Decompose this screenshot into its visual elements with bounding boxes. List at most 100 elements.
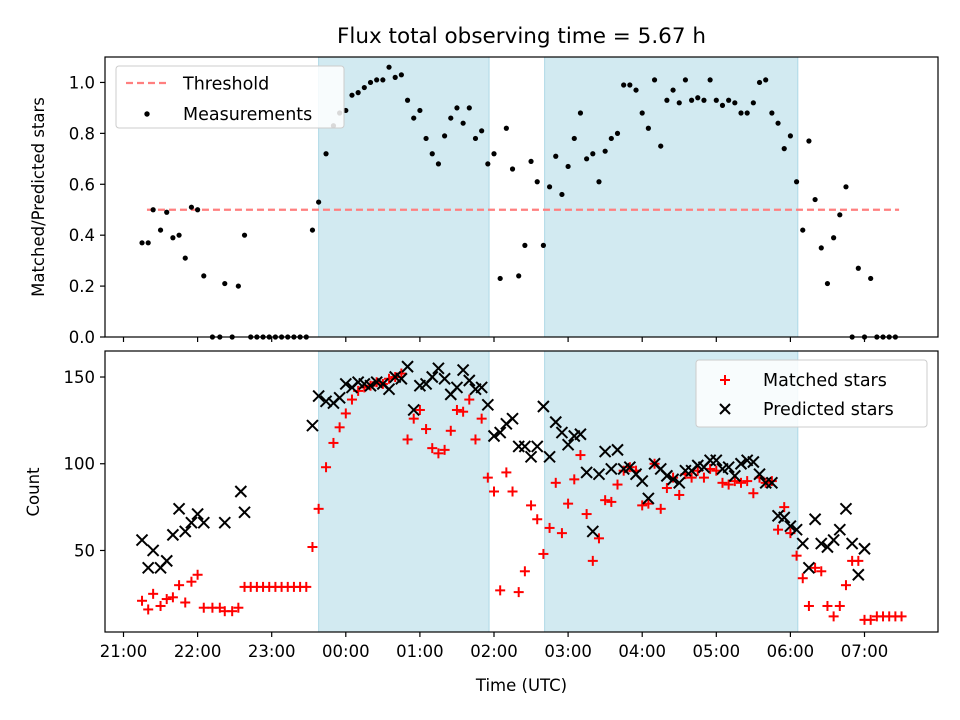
measurements-points (139, 64, 898, 340)
matched-star-point (834, 600, 845, 611)
measurement-point (170, 235, 176, 241)
measurement-point (744, 110, 750, 116)
measurement-point (868, 275, 874, 282)
measurements-legend-label: Measurements (183, 105, 312, 125)
matched-star-point (840, 580, 851, 591)
matched-star-point (717, 477, 728, 488)
predicted-star-point (518, 440, 532, 453)
measurement-point (472, 135, 479, 142)
y-tick-label: 0.2 (69, 277, 95, 296)
measurement-point (386, 64, 392, 70)
matched-star-point (402, 434, 413, 445)
predicted-star-point (753, 467, 766, 481)
matched-star-point (550, 477, 561, 488)
matched-star-point (519, 566, 530, 577)
matched-star-point (464, 394, 475, 405)
measurement-point (398, 72, 404, 78)
measurement-point (417, 107, 423, 114)
matched-star-point (810, 562, 821, 573)
matched-star-point (334, 422, 345, 433)
matched-star-point (797, 573, 808, 584)
predicted-star-point (592, 467, 606, 481)
predicted-star-point (784, 519, 797, 533)
measurement-point (442, 133, 448, 139)
measurement-point (349, 92, 355, 98)
matched-star-point (507, 486, 518, 497)
matched-star-point (581, 509, 592, 520)
bottom-legend-frame (695, 359, 928, 428)
measurement-point (818, 245, 824, 251)
matched-star-point (458, 406, 469, 417)
measurement-point (323, 151, 329, 157)
measurement-point (176, 232, 182, 238)
matched-star-point (853, 555, 864, 566)
shaded-interval-0 (318, 350, 490, 633)
predicted-star-point (796, 537, 809, 550)
measurement-point (540, 242, 547, 248)
measurement-point (750, 100, 756, 106)
bottom-panel: 50 100 150 21:00 22:00 23:00 00:00 01:00 02:00 0… (24, 350, 939, 695)
measurement-point (241, 232, 248, 238)
predicted-star-point (238, 506, 251, 519)
matched-star-point (791, 550, 802, 561)
matched-star-point (301, 581, 312, 592)
matched-star-point (427, 443, 438, 454)
measurement-point (571, 135, 577, 142)
predicted-star-point (146, 544, 160, 557)
matched-star-point (495, 585, 506, 596)
predicted-legend-x-b (719, 403, 731, 415)
measurement-point (497, 275, 503, 282)
matched-star-point (544, 522, 555, 533)
matched-star-point (816, 566, 827, 577)
measurement-point (738, 110, 744, 116)
matched-star-point (612, 479, 623, 490)
matched-star-point (828, 611, 839, 622)
predicted-star-point (660, 469, 674, 483)
predicted-star-point (432, 362, 445, 375)
predicted-star-point (312, 389, 325, 403)
measurement-point (392, 74, 398, 80)
measurement-point (831, 235, 837, 241)
matched-star-point (414, 404, 425, 415)
matched-star-point (174, 580, 185, 591)
top-x-axis-ticks (122, 337, 866, 342)
measurement-point (584, 156, 590, 162)
matched-star-point (346, 394, 357, 405)
measurement-point (621, 82, 627, 88)
predicted-star-point (537, 400, 550, 413)
predicted-star-point (401, 360, 414, 373)
predicted-star-point (160, 554, 173, 568)
measurement-point (651, 77, 658, 83)
matched-star-point (451, 404, 462, 415)
matched-star-point (736, 477, 746, 488)
measurement-point (222, 280, 228, 287)
x-tick-label: 01:00 (396, 642, 444, 661)
predicted-star-point (611, 443, 624, 457)
y-tick-label: 0.0 (69, 328, 95, 347)
predicted-star-point (747, 455, 760, 469)
top-legend: Threshold Measurements (115, 65, 345, 129)
measurement-point (676, 100, 682, 106)
matched-star-point (593, 533, 604, 544)
matched-star-point (328, 437, 339, 448)
predicted-star-point (197, 516, 210, 529)
matched-star-point (439, 444, 450, 455)
predicted-star-point (524, 450, 538, 464)
matched-star-point (198, 602, 209, 613)
predicted-legend-swatch (719, 403, 731, 415)
predicted-star-point (407, 403, 420, 417)
x-tick-label: 22:00 (174, 642, 222, 661)
predicted-star-point (808, 513, 822, 526)
matched-star-point (896, 611, 907, 622)
matched-star-point (501, 467, 512, 478)
measurement-point (448, 115, 454, 121)
measurement-point (596, 179, 602, 185)
measurement-point (150, 207, 156, 213)
matched-star-point (643, 498, 654, 509)
measurement-point (404, 97, 411, 103)
predicted-legend-label: Predicted stars (763, 400, 894, 420)
matched-star-point (167, 592, 178, 603)
predicted-star-point (218, 516, 231, 529)
measurement-point (608, 135, 614, 142)
measurement-point (726, 97, 732, 103)
